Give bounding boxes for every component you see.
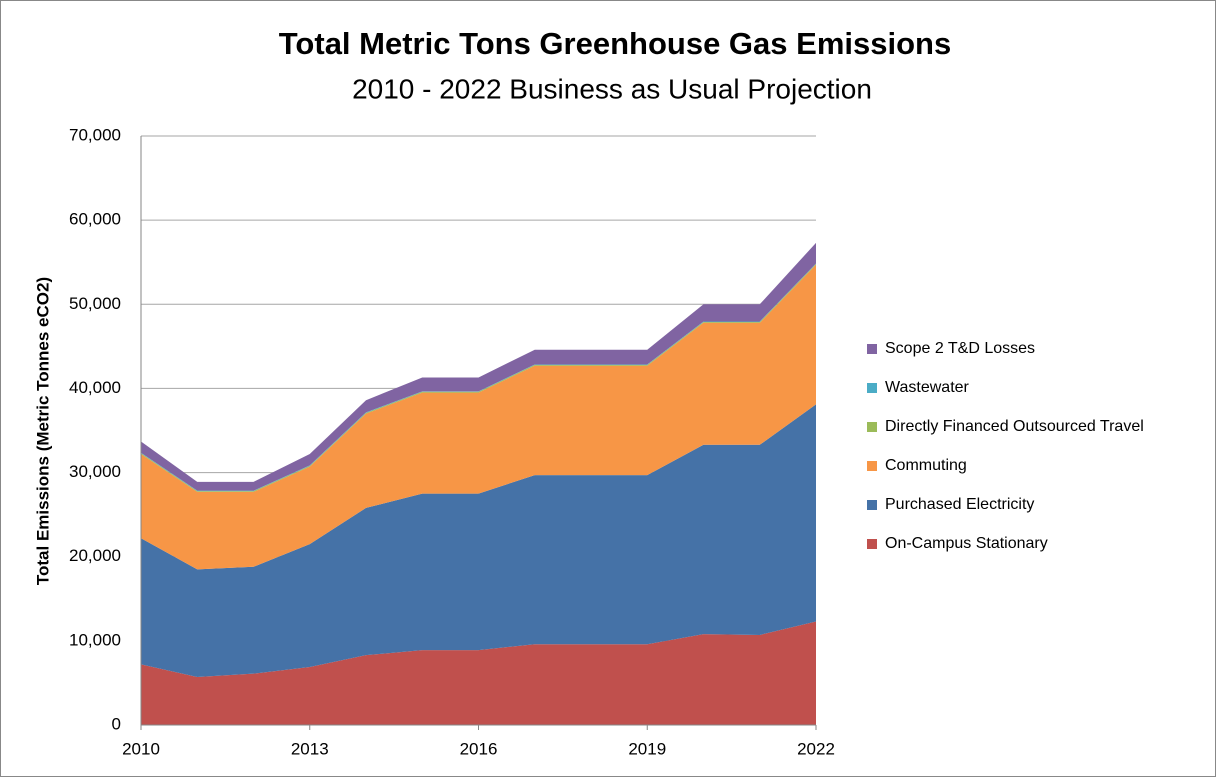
y-tick-label: 70,000 — [69, 125, 121, 144]
y-tick-label: 20,000 — [69, 546, 121, 565]
x-tick-label: 2022 — [797, 739, 835, 758]
x-tick-label: 2010 — [122, 739, 160, 758]
y-tick-label: 30,000 — [69, 462, 121, 481]
y-tick-label: 60,000 — [69, 210, 121, 229]
area — [141, 404, 816, 678]
y-tick-label: 40,000 — [69, 378, 121, 397]
y-axis-label: Total Emissions (Metric Tonnes eCO2) — [33, 277, 52, 585]
x-tick-label: 2016 — [460, 739, 498, 758]
x-tick-label: 2019 — [628, 739, 666, 758]
legend-swatch — [867, 383, 877, 393]
legend-label: Purchased Electricity — [885, 496, 1034, 513]
area — [141, 621, 816, 725]
y-tick-label: 50,000 — [69, 294, 121, 313]
legend-label: Scope 2 T&D Losses — [885, 340, 1035, 357]
legend-label: Commuting — [885, 457, 967, 474]
legend-swatch — [867, 461, 877, 471]
y-tick-label: 10,000 — [69, 630, 121, 649]
legend-swatch — [867, 422, 877, 432]
x-tick-label: 2013 — [291, 739, 329, 758]
legend-swatch — [867, 344, 877, 354]
legend-swatch — [867, 500, 877, 510]
legend-swatch — [867, 539, 877, 549]
chart-title: Total Metric Tons Greenhouse Gas Emissio… — [279, 26, 951, 61]
legend-label: Directly Financed Outsourced Travel — [885, 418, 1144, 435]
legend-label: On-Campus Stationary — [885, 535, 1048, 552]
y-tick-label: 0 — [112, 714, 121, 733]
chart-subtitle: 2010 - 2022 Business as Usual Projection — [352, 73, 872, 104]
area — [141, 264, 816, 570]
legend-label: Wastewater — [885, 379, 970, 396]
